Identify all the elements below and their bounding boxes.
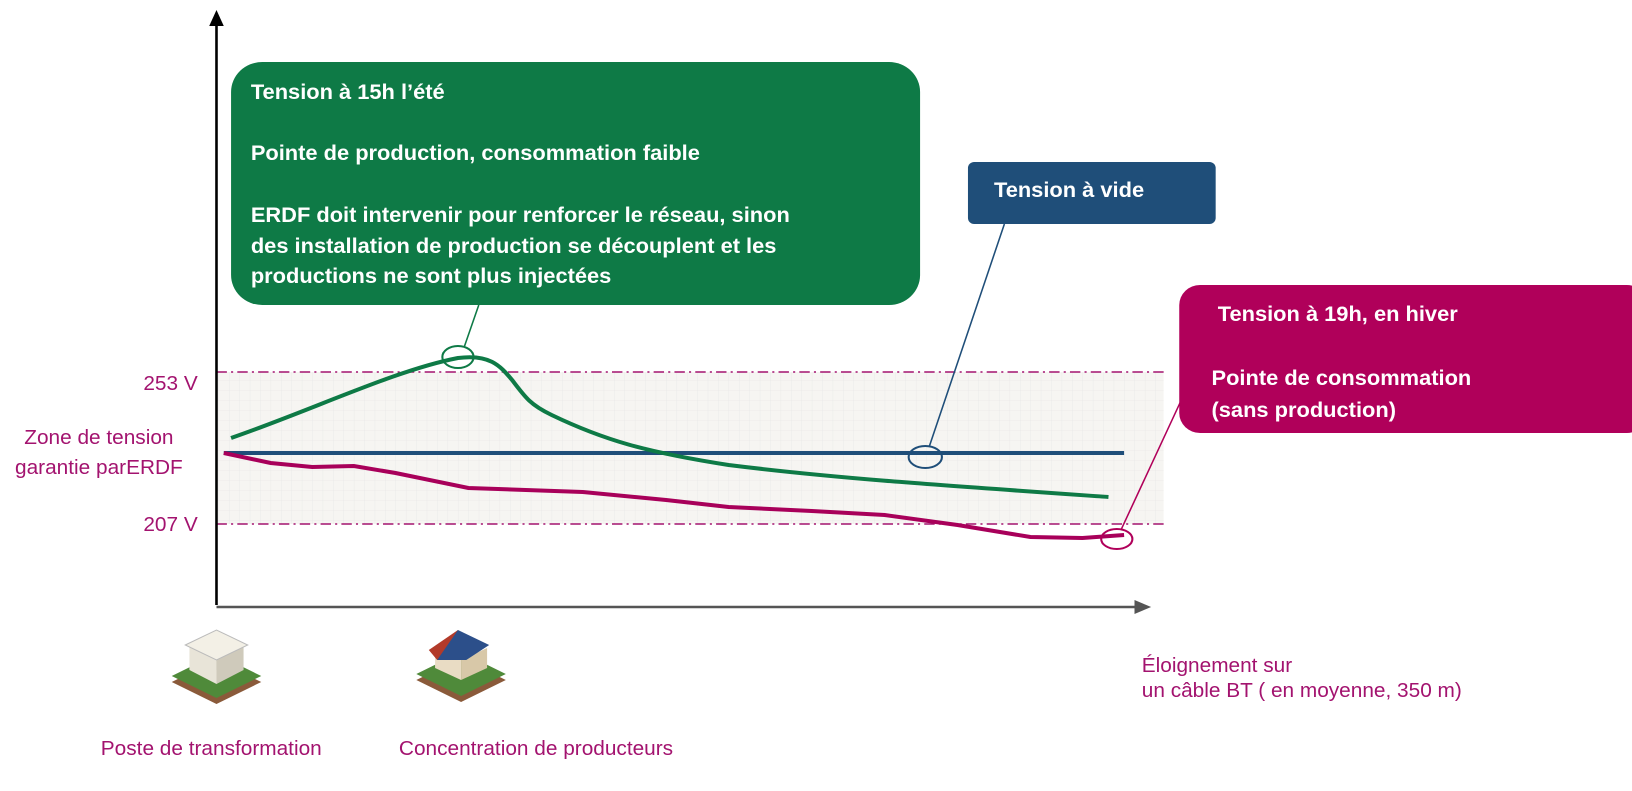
substation-icon	[171, 629, 262, 704]
producer-icon	[416, 630, 506, 702]
y-label: 253 V	[143, 373, 198, 395]
icon-label: Concentration de producteurs	[399, 738, 673, 760]
zone-grid	[216, 372, 1164, 524]
zone-label: garantie parERDF	[15, 457, 183, 479]
x-label: Éloignement sur	[1142, 654, 1293, 677]
winter-curve	[223, 451, 1125, 541]
pointer	[1120, 399, 1183, 531]
y-label: 207 V	[143, 514, 198, 536]
marker	[1100, 528, 1134, 550]
pointer	[463, 304, 480, 348]
marker	[441, 345, 475, 369]
zone-label: Zone de tension	[24, 427, 173, 449]
callout-text: des installation de production se découp…	[251, 234, 777, 258]
callout	[231, 62, 921, 305]
callout-text: (sans production)	[1212, 398, 1396, 422]
summer-curve	[230, 355, 1109, 499]
icon-label: Poste de transformation	[101, 738, 322, 760]
pointer	[928, 223, 1006, 447]
callout-text: Tension à 19h, en hiver	[1218, 302, 1459, 326]
callout-text: Pointe de production, consommation faibl…	[251, 141, 700, 165]
callout	[1179, 285, 1632, 433]
callout	[967, 162, 1216, 224]
marker	[907, 445, 943, 469]
callout-text: Pointe de consommation	[1212, 366, 1472, 390]
x-label: un câble BT ( en moyenne, 350 m)	[1142, 680, 1462, 702]
arrow	[1134, 600, 1152, 614]
callout-text: productions ne sont plus injectées	[251, 264, 612, 288]
callout-text: Tension à vide	[994, 178, 1144, 202]
callout-text: ERDF doit intervenir pour renforcer le r…	[251, 203, 790, 227]
callout-text: Tension à 15h l’été	[251, 80, 445, 104]
arrow	[209, 10, 224, 26]
